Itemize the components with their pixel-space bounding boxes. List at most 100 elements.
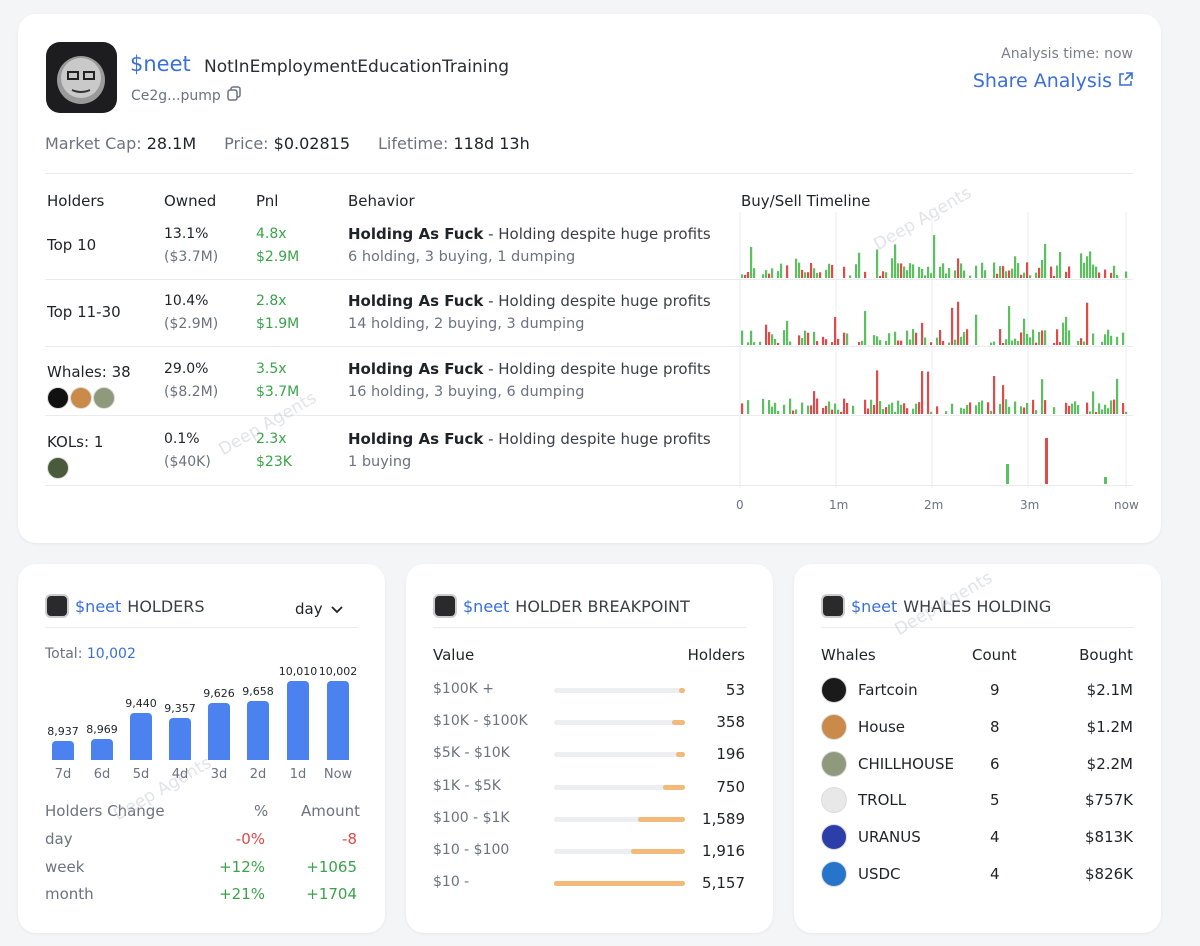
whale-token-icon — [821, 713, 847, 740]
pnl-usd: $23K — [256, 454, 292, 470]
timeline-bar — [804, 272, 807, 278]
timeline-bar — [912, 329, 915, 345]
timeline-bar — [786, 320, 789, 345]
owned-percent: 10.4% — [164, 293, 209, 309]
timeline-bar — [990, 410, 993, 414]
holders-bar[interactable] — [247, 700, 269, 760]
timeline-bar — [774, 338, 777, 345]
behavior-title: Holding As Fuck - Holding despite huge p… — [348, 430, 711, 448]
copy-icon[interactable] — [227, 86, 241, 105]
timeline-bar — [921, 371, 924, 414]
whale-token-name[interactable]: USDC — [858, 865, 901, 883]
breakpoint-track — [554, 752, 685, 758]
whale-avatar[interactable] — [93, 387, 115, 409]
timeline-bar — [840, 411, 843, 414]
timeline-bar — [870, 399, 873, 414]
timeline-bar — [900, 263, 903, 278]
timeline-bar — [831, 409, 834, 414]
timeline-bar — [876, 370, 879, 414]
timeline-bar — [876, 336, 879, 345]
holders-bar[interactable] — [169, 717, 191, 760]
header-behavior: Behavior — [348, 192, 415, 210]
timeline-bar — [966, 329, 969, 345]
timeline-bar — [936, 337, 939, 345]
whale-bought: $2.1M — [1086, 681, 1133, 699]
breakpoint-range: $10K - $100K — [433, 713, 528, 730]
timeline-bar — [1101, 341, 1104, 345]
whale-token-name[interactable]: Fartcoin — [858, 681, 918, 699]
timeline-bar — [789, 398, 792, 414]
holders-bar[interactable] — [130, 712, 152, 760]
timeline-bar — [1041, 330, 1044, 345]
timeline-bar — [831, 264, 834, 278]
holders-bar-label: 1d — [289, 767, 307, 782]
period-select[interactable]: day — [295, 600, 343, 618]
whale-token-name[interactable]: URANUS — [858, 828, 921, 847]
timeline-bar — [879, 340, 882, 345]
timeline-bar — [1095, 411, 1098, 414]
breakpoint-range: $1K - $5K — [433, 777, 501, 794]
whale-token-name[interactable]: CHILLHOUSE — [858, 754, 954, 773]
timeline-bar — [768, 332, 771, 345]
holders-header: Holders — [687, 646, 745, 664]
holders-bar[interactable] — [287, 681, 309, 760]
timeline-bar — [1071, 403, 1074, 414]
holders-bar[interactable] — [208, 702, 230, 760]
pnl-multiple: 3.5x — [256, 361, 287, 377]
behavior-detail: 14 holding, 2 buying, 3 dumping — [348, 316, 585, 332]
whale-avatar[interactable] — [70, 387, 92, 409]
timeline-bar — [1086, 302, 1089, 345]
change-period: week — [45, 857, 85, 876]
timeline-bar — [1068, 266, 1071, 278]
timeline-bar — [963, 408, 966, 414]
whale-token-name[interactable]: House — [858, 717, 906, 736]
timeline-bar — [741, 330, 744, 345]
kol-avatar[interactable] — [47, 457, 69, 479]
holders-bar[interactable] — [91, 739, 113, 760]
behavior-label: Holding As Fuck — [348, 430, 484, 448]
timeline-bar — [1041, 379, 1044, 414]
timeline-bar — [993, 376, 996, 414]
breakpoint-range: $5K - $10K — [433, 745, 510, 762]
timeline-bar — [1107, 329, 1110, 345]
share-analysis-link[interactable]: Share Analysis — [973, 70, 1133, 92]
bought-header: Bought — [1079, 646, 1133, 664]
timeline-bar — [903, 403, 906, 414]
change-period: month — [45, 885, 94, 903]
token-icon — [45, 594, 69, 618]
timeline-bar — [765, 324, 768, 345]
timeline-bar — [897, 400, 900, 414]
whales-header: Whales — [821, 646, 876, 664]
holders-card: $neet HOLDERS day Total: 10,002 Holders … — [18, 564, 385, 933]
timeline-bar — [822, 407, 825, 414]
whale-count: 8 — [990, 717, 1000, 736]
owned-percent: 0.1% — [164, 431, 200, 447]
timeline-bar — [846, 333, 849, 345]
behavior-title: Holding As Fuck - Holding despite huge p… — [348, 292, 711, 310]
breakpoint-holders: 196 — [716, 745, 745, 764]
timeline-bar — [969, 275, 972, 278]
holders-bar[interactable] — [327, 681, 349, 760]
timeline-bar — [963, 270, 966, 278]
timeline-bar — [1053, 342, 1056, 345]
timeline-bar — [1014, 401, 1017, 414]
whale-avatar[interactable] — [47, 387, 69, 409]
holders-bar-value: 10,010 — [278, 665, 318, 679]
holders-bar[interactable] — [52, 741, 74, 760]
timeline-bar — [1023, 407, 1026, 414]
timeline-bar — [1044, 243, 1047, 278]
timeline-bar — [1020, 274, 1023, 278]
change-header: Holders Change — [45, 802, 165, 820]
timeline-bar — [1006, 464, 1009, 484]
timeline-bar — [885, 340, 888, 345]
timeline-bar — [1041, 259, 1044, 278]
breakpoint-track — [554, 720, 685, 726]
price: Price: $0.02815 — [224, 134, 350, 153]
timeline-bar — [915, 403, 918, 414]
behavior-description: - Holding despite huge profits — [483, 360, 711, 378]
timeline-bar — [1050, 266, 1053, 278]
whale-token-name[interactable]: TROLL — [858, 791, 907, 810]
timeline-bar — [1104, 477, 1107, 484]
timeline-bar — [1032, 329, 1035, 345]
timeline-bar — [801, 269, 804, 278]
